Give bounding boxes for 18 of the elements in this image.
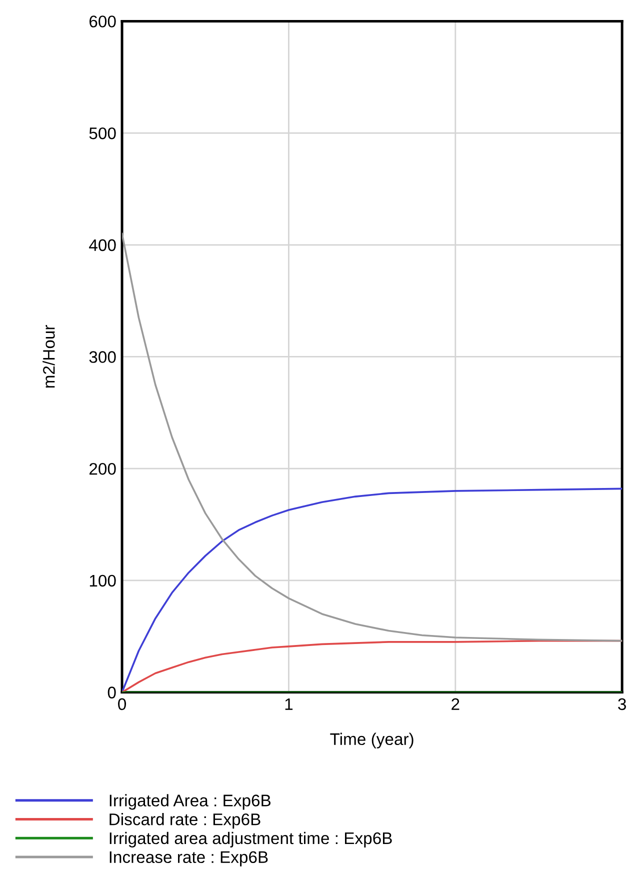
x-tick-label: 3 bbox=[618, 698, 626, 710]
legend-label: Discard rate : Exp6B bbox=[110, 813, 260, 829]
y-tick-label: 100 bbox=[90, 574, 116, 587]
y-axis-title: m2/Hour bbox=[42, 325, 55, 388]
legend-label: Increase rate : Exp6B bbox=[110, 851, 268, 866]
line-series bbox=[122, 232, 622, 642]
y-tick-label: 0 bbox=[108, 686, 116, 698]
x-tick-label: 0 bbox=[118, 698, 126, 710]
x-tick-label: 2 bbox=[452, 698, 460, 710]
y-tick-label: 200 bbox=[90, 462, 116, 475]
legend-label: Irrigated area adjustment time : Exp6B bbox=[110, 832, 392, 848]
y-tick-label: 500 bbox=[89, 127, 116, 140]
y-tick-label: 400 bbox=[89, 239, 116, 252]
y-tick-label: 300 bbox=[89, 351, 116, 363]
x-axis-title: Time (year) bbox=[330, 732, 414, 748]
legend-label: Irrigated Area : Exp6B bbox=[110, 794, 271, 810]
x-tick-label: 1 bbox=[285, 698, 293, 710]
y-tick-label: 600 bbox=[90, 16, 116, 28]
